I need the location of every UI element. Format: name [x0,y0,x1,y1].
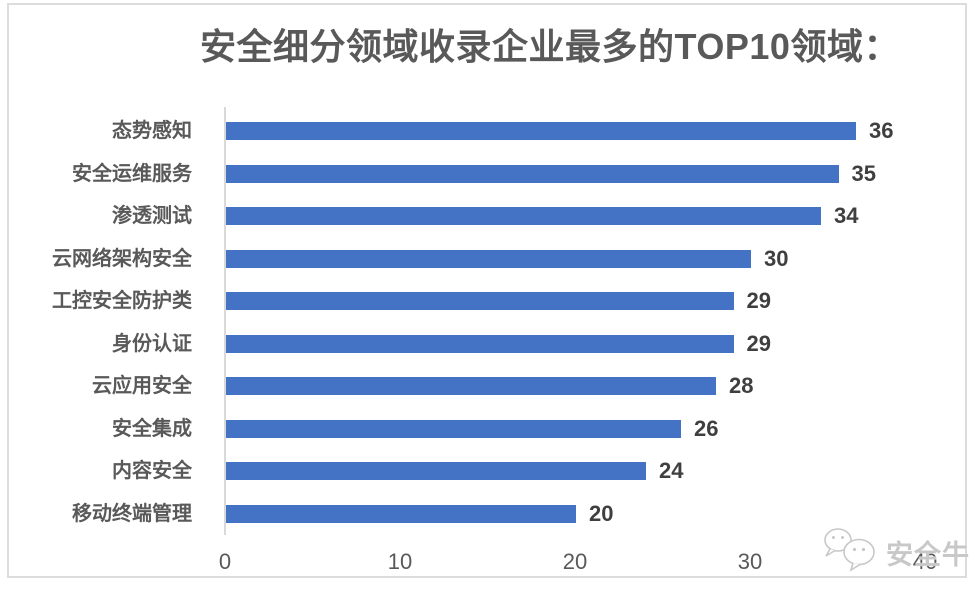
category-label: 安全运维服务 [72,162,192,185]
value-label: 29 [746,288,771,313]
bar-row: 安全集成 26 [0,408,979,451]
value-label: 36 [869,118,894,143]
bar-row: 云网络架构安全 30 [0,238,979,281]
bar-row: 工控安全防护类 29 [0,280,979,323]
bar [226,377,716,395]
value-label: 29 [746,330,771,356]
bar [226,462,646,480]
value-label: 24 [659,458,684,483]
category-label: 工控安全防护类 [52,290,192,312]
category-label: 移动终端管理 [72,502,192,525]
category-label: 内容安全 [112,460,192,482]
value-label: 28 [729,373,754,398]
bar [226,419,681,438]
x-axis-ticks: 0 10 20 30 40 [0,549,979,577]
x-axis-tick-label: 10 [387,549,413,574]
y-axis-line [224,107,226,535]
category-label: 云网络架构安全 [52,247,192,270]
value-label: 34 [834,203,859,228]
chart-frame [7,3,967,578]
value-label: 30 [764,245,789,271]
bar-row: 身份认证 29 [0,323,979,366]
bar [226,249,751,268]
watermark-text: 安全牛 [886,540,970,570]
bar [226,334,734,353]
bar-row: 安全运维服务 35 [0,153,979,196]
category-label: 云应用安全 [92,375,192,397]
bar-rows-container: 态势感知 36 安全运维服务 35 渗透测试 34 云网络架构安全 30 工控安全防护类 29 身份… [0,110,979,535]
bar [226,292,734,310]
bar [226,207,821,225]
value-label: 35 [851,160,876,186]
value-label: 26 [694,415,719,441]
bar-row: 移动终端管理 20 [0,493,979,536]
bar [226,504,576,523]
chart-title: 安全细分领域收录企业最多的TOP10领域： [200,26,900,67]
bar-row: 内容安全 24 [0,450,979,493]
category-label: 渗透测试 [112,205,192,227]
bar-row: 渗透测试 34 [0,195,979,238]
category-label: 安全集成 [112,417,192,440]
category-label: 身份认证 [112,332,192,355]
x-axis-tick-label: 30 [737,549,763,574]
x-axis-tick-label: 40 [912,549,938,574]
bar [226,122,856,140]
watermark: 安全牛 [822,527,970,575]
x-axis-tick-label: 0 [218,549,232,574]
bar-row: 态势感知 36 [0,110,979,153]
bar [226,164,839,183]
x-axis-tick-label: 20 [562,549,588,574]
category-label: 态势感知 [112,120,192,142]
bar-row: 云应用安全 28 [0,365,979,408]
value-label: 20 [589,500,614,526]
wechat-chat-bubbles-icon [824,528,875,572]
